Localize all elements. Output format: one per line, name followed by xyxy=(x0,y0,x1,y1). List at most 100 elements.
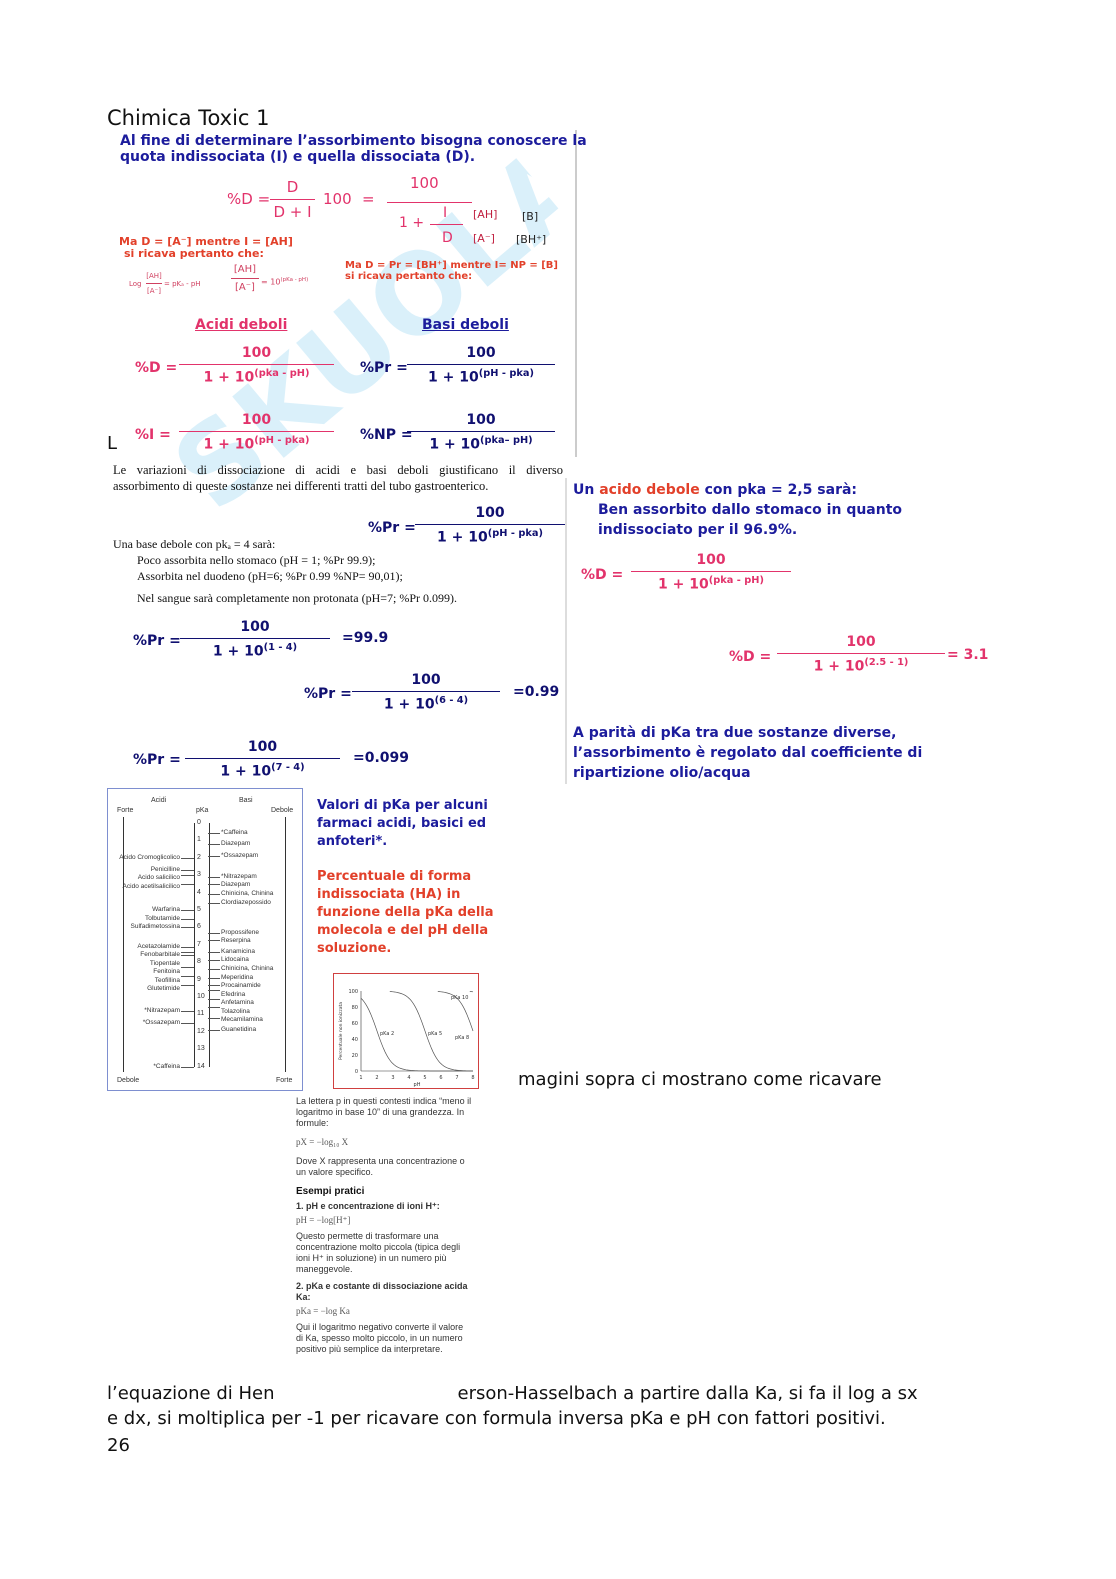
b-label: [B] xyxy=(522,210,539,223)
multiplier: 100 xyxy=(323,190,352,208)
log-label: Log xyxy=(129,280,142,288)
leader-line xyxy=(181,883,194,885)
ah-label: [AH] xyxy=(473,208,498,221)
acid-label: Glutetimide xyxy=(147,985,180,993)
pka-tick: 3 xyxy=(197,871,201,879)
base-label: Procainamide xyxy=(221,982,261,990)
pka-tick: 0 xyxy=(197,819,201,826)
slide-weak-acid: Un acido debole con pka = 2,5 sarà: Ben … xyxy=(565,478,1002,784)
fraction-line xyxy=(430,224,463,225)
bh-label: [BH⁺] xyxy=(516,233,547,246)
curve xyxy=(360,998,473,1072)
leader-line xyxy=(208,977,220,979)
intro-line: quota indissociata (I) e quella dissocia… xyxy=(120,149,476,165)
base-label: Propossifene xyxy=(221,928,259,936)
log-rhs: = pKₐ - pH xyxy=(164,280,201,288)
leader-line xyxy=(208,984,220,986)
leader-line xyxy=(208,939,220,941)
x-tick-label: 4 xyxy=(407,1075,410,1081)
acid-label: Fenobarbitale xyxy=(140,951,180,959)
page-title: Chimica Toxic 1 xyxy=(107,106,270,130)
formula-lhs: %Pr = xyxy=(133,633,181,649)
formula-lhs: %D = xyxy=(581,567,624,583)
acid-label: Tolbutamide xyxy=(144,914,180,922)
acidi-heading: Acidi deboli xyxy=(195,317,288,333)
pka-table-image: Acidi Basi Forte Debole pKa Debole Forte… xyxy=(107,788,303,1091)
base-label: Mecamilamina xyxy=(221,1016,263,1024)
pka-tick: 1 xyxy=(197,836,201,844)
pka-tick: 11 xyxy=(197,1010,205,1018)
x-tick-label: 3 xyxy=(391,1075,394,1081)
numerator: 100 xyxy=(410,174,439,192)
acid-label: Acido Cromoglicolico xyxy=(119,853,180,861)
leader-line xyxy=(208,856,220,858)
formula-lhs: %NP = xyxy=(360,427,413,443)
leader-line xyxy=(208,951,220,953)
curve xyxy=(389,991,473,1072)
y-tick-label: 80 xyxy=(352,1005,358,1011)
leader-line xyxy=(181,976,194,978)
acid-note: Ma D = [A⁻] mentre I = [AH] xyxy=(119,235,293,248)
strength-label: Debole xyxy=(117,1077,140,1084)
inner-den: D xyxy=(442,230,453,246)
base-label: Efedrina xyxy=(221,990,246,998)
curve-label: pKa 2 xyxy=(380,1031,394,1037)
acid-label: Acido salicilico xyxy=(137,874,180,882)
body-line: e dx, si moltiplica per -1 per ricavare … xyxy=(107,1408,886,1429)
equals: = xyxy=(362,190,375,208)
ratio-exp: (pKa - pH) xyxy=(280,277,309,283)
curve-label: pKa 8 xyxy=(455,1035,469,1041)
base-label: *Ossazepam xyxy=(221,852,259,860)
acid-label: Tiopentale xyxy=(149,959,180,967)
ionization-chart: 0 20 40 60 80 100 1 2 3 4 5 6 7 8 pH Percentuale non io… xyxy=(333,973,479,1089)
calc-acid: 100 1 + 10(2.5 - 1) xyxy=(777,634,945,675)
pka-tick: 7 xyxy=(197,940,201,948)
leader-line xyxy=(181,1023,194,1025)
formula-lhs: %Pr = xyxy=(368,520,416,536)
leader-line xyxy=(208,1017,220,1019)
pka-tick: 9 xyxy=(197,975,201,983)
x-tick-label: 8 xyxy=(471,1075,474,1081)
curve-label: pKa 10 xyxy=(451,995,468,1001)
acid-label: Sulfadimetossina xyxy=(130,923,181,931)
base-label: Anfetamina xyxy=(221,999,254,1007)
y-tick-label: 40 xyxy=(352,1037,358,1043)
y-tick-label: 60 xyxy=(352,1021,358,1027)
body-line: l’equazione di Hen erson-Hasselbach a par… xyxy=(107,1383,918,1404)
fraction-line xyxy=(387,202,472,203)
leader-line xyxy=(181,967,194,969)
y-tick-label: 0 xyxy=(355,1069,358,1075)
leader-line xyxy=(208,843,220,845)
formula-lhs: %Pr = xyxy=(360,360,408,376)
body-text-fragment: magini sopra ci mostrano come ricavare xyxy=(518,1069,882,1090)
x-tick-label: 7 xyxy=(455,1075,458,1081)
acid-label: *Caffeina xyxy=(153,1062,180,1070)
slide-dissociation: SKUOLA Al fine di determinare l’assorbim… xyxy=(107,115,616,535)
pka-tick: 2 xyxy=(197,853,201,861)
pka-tick: 12 xyxy=(197,1027,205,1035)
base-label: Clordiazepossido xyxy=(221,899,271,907)
pka-tick: 8 xyxy=(197,958,201,966)
calc-result: =0.99 xyxy=(513,684,560,700)
base-label: Reserpina xyxy=(221,937,251,945)
calc-duodenum: 100 1 + 10(6 - 4) xyxy=(352,672,500,713)
leader-line xyxy=(181,869,194,871)
log-fraction: [AH] [A⁻] xyxy=(146,272,162,295)
pka-tick: 5 xyxy=(197,906,201,913)
chart-caption: Percentuale di forma indissociata (HA) in… xyxy=(317,869,494,956)
base-label: Chinicina, Chinina xyxy=(221,890,274,898)
y-tick-label: 20 xyxy=(352,1053,358,1059)
formula-lhs: %D = xyxy=(227,190,271,208)
base-label: *Nitrazepam xyxy=(221,872,257,880)
a-label: [A⁻] xyxy=(473,232,495,245)
embedded-screenshot: La lettera p in questi contesti indica “… xyxy=(296,1096,472,1354)
leader-line xyxy=(181,1010,194,1012)
inner-num: I xyxy=(443,205,448,221)
formula-lhs: %D = xyxy=(729,649,772,665)
ratio-fraction: [AH] [A⁻] xyxy=(231,264,259,293)
x-axis-label: pH xyxy=(414,1082,421,1088)
basi-heading: Basi deboli xyxy=(422,317,509,333)
leader-line xyxy=(208,960,220,962)
strength-label: Debole xyxy=(271,807,294,814)
